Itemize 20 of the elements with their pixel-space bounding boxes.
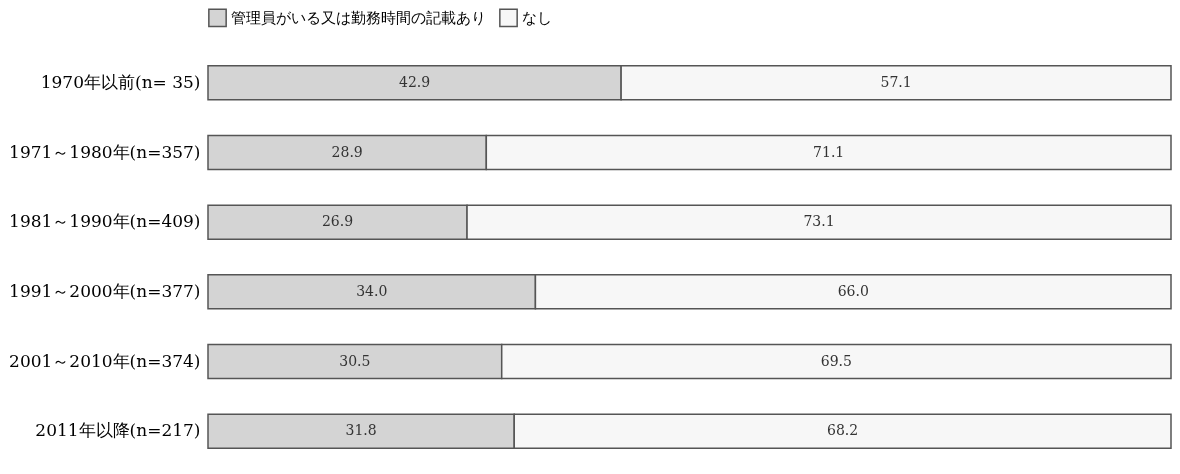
data-label: 68.2 [827, 422, 859, 439]
data-label: 73.1 [803, 213, 835, 230]
data-label: 69.5 [820, 352, 852, 369]
data-label: 71.1 [813, 143, 845, 160]
data-label: 57.1 [880, 73, 912, 90]
data-label: 42.9 [398, 73, 431, 90]
y-tick-label: 1991～2000年(n=377) [9, 280, 201, 301]
y-tick-label: 2011年以降(n=217) [35, 420, 201, 441]
data-label: 66.0 [837, 282, 869, 299]
y-tick-label: 1970年以前(n= 35) [40, 71, 201, 92]
data-label: 31.8 [345, 422, 377, 439]
data-label: 34.0 [356, 282, 388, 299]
y-tick-label: 2001～2010年(n=374) [9, 350, 201, 371]
data-label: 26.9 [321, 213, 354, 230]
y-tick-label: 1981～1990年(n=409) [9, 211, 201, 232]
data-label: 30.5 [339, 352, 371, 369]
legend-label: なし [522, 8, 552, 27]
legend-label: 管理員がいる又は勤務時間の記載あり [231, 8, 486, 27]
data-label: 28.9 [331, 143, 363, 160]
y-tick-label: 1971～1980年(n=357) [9, 141, 201, 162]
